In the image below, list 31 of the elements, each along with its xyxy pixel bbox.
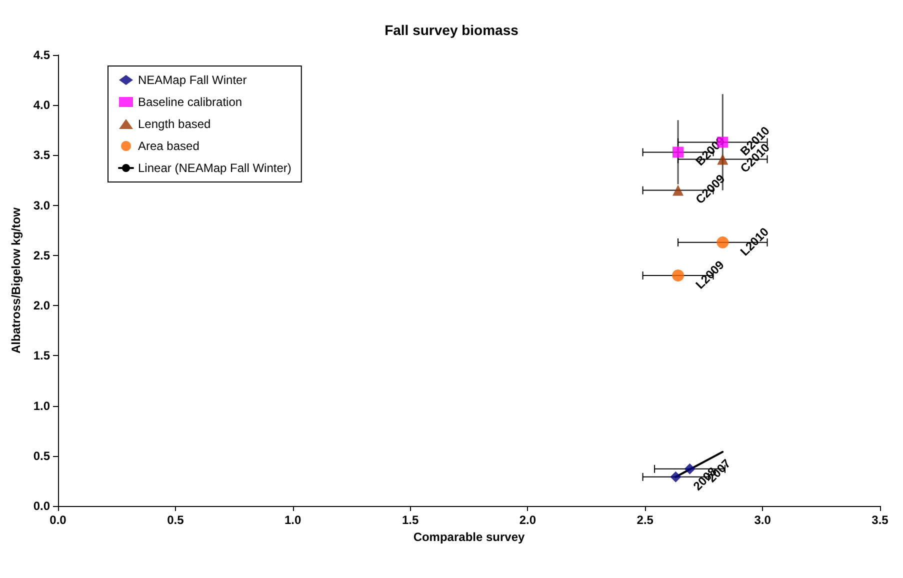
y-tick-label: 3.0 (33, 198, 50, 212)
y-tick-label: 2.0 (33, 298, 50, 313)
x-tick-label: 3.5 (872, 513, 889, 527)
legend-label: NEAMap Fall Winter (138, 73, 247, 87)
x-tick-label: 2.0 (519, 513, 536, 527)
point (716, 236, 729, 248)
legend-label: Baseline calibration (138, 95, 242, 109)
y-tick-label: 1.0 (33, 398, 50, 413)
y-tick-label: 0.0 (33, 499, 50, 513)
y-tick-label: 0.5 (33, 448, 50, 463)
point (672, 269, 684, 282)
y-tick-label: 4.5 (33, 48, 50, 62)
point (672, 146, 684, 158)
chart-title: Fall survey biomass (384, 22, 519, 38)
x-tick-label: 2.5 (636, 513, 654, 527)
point (670, 471, 682, 482)
x-axis-title: Comparable survey (413, 530, 526, 544)
y-axis-title: Albatross/Bigelow kg/tow (9, 206, 23, 354)
x-tick-label: 0.0 (50, 513, 67, 527)
x-tick-label: 3.0 (754, 513, 772, 527)
legend-label: Linear (NEAMap Fall Winter) (138, 161, 292, 175)
legend-label: Length based (138, 117, 211, 131)
y-tick-label: 2.5 (33, 248, 50, 262)
x-tick-label: 0.5 (167, 513, 184, 527)
point (672, 184, 684, 196)
x-tick-label: 1.5 (402, 513, 419, 527)
legend-label: Area based (138, 139, 200, 153)
y-tick-label: 4.0 (33, 98, 50, 112)
y-tick-label: 3.5 (33, 148, 50, 162)
y-tick-label: 1.5 (33, 348, 50, 363)
x-tick-label: 1.0 (284, 513, 302, 527)
